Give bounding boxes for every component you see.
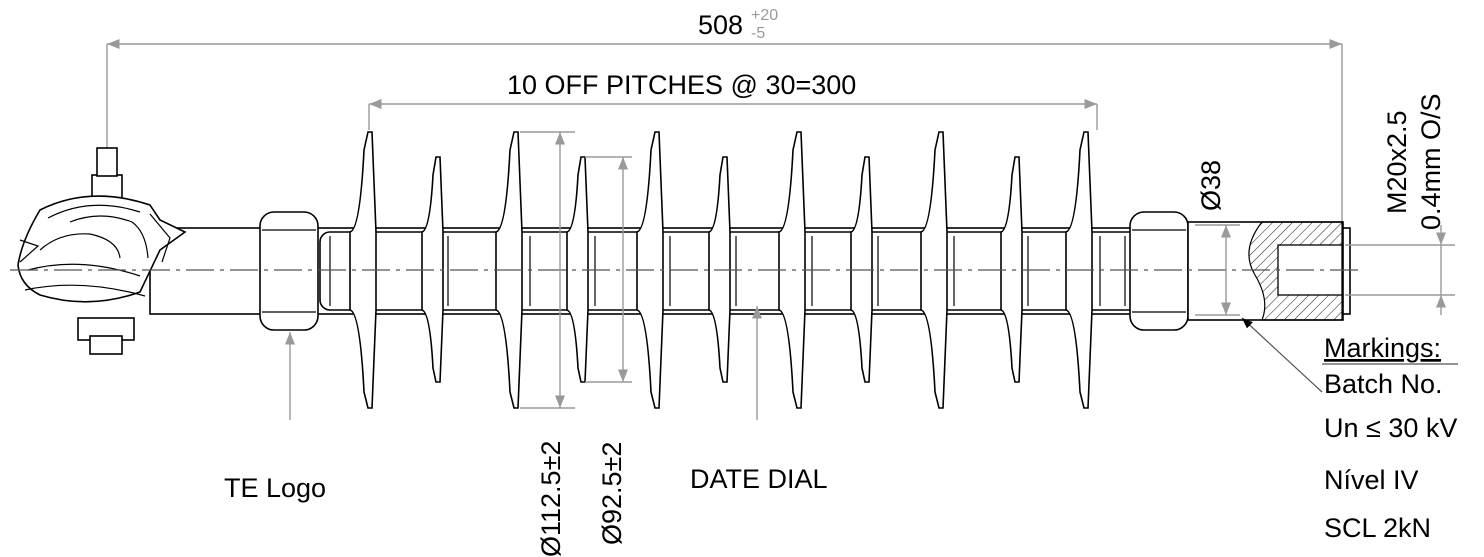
right-end-fitting xyxy=(1187,221,1344,321)
overall-length-dimension: 508 +20 -5 xyxy=(106,7,1343,262)
pitch-dimension: 10 OFF PITCHES @ 30=300 xyxy=(368,70,1098,130)
small-shed-diameter-label: Ø92.5±2 xyxy=(597,442,627,545)
date-dial-callout: DATE DIAL xyxy=(690,306,828,494)
large-shed-diameter-dimension: Ø112.5±2 xyxy=(520,131,575,557)
large-shed-diameter-label: Ø112.5±2 xyxy=(536,441,566,557)
thread-label-line2: 0.4mm O/S xyxy=(1416,93,1446,230)
logo-callout-label: TE Logo xyxy=(224,473,326,503)
rod-diameter-label: Ø38 xyxy=(1196,160,1226,211)
overall-length-upper-tol: +20 xyxy=(751,7,778,24)
marking-line: Batch No. xyxy=(1324,369,1443,399)
logo-callout: TE Logo xyxy=(224,332,326,503)
pitch-note: 10 OFF PITCHES @ 30=300 xyxy=(507,70,856,100)
right-collar xyxy=(1129,211,1189,331)
marking-line: Nível IV xyxy=(1324,465,1419,495)
markings-title: Markings: xyxy=(1324,333,1441,363)
overall-length-lower-tol: -5 xyxy=(751,25,765,42)
rod-diameter-dimension: Ø38 xyxy=(1195,160,1240,316)
marking-line: Un ≤ 30 kV xyxy=(1324,413,1457,443)
left-clamp-fitting xyxy=(17,147,187,355)
markings-leader xyxy=(1241,317,1458,393)
marking-line: SCL 2kN xyxy=(1324,513,1431,543)
overall-length-value: 508 xyxy=(698,10,743,40)
small-shed xyxy=(566,156,589,383)
thread-label-line1: M20x2.5 xyxy=(1382,110,1412,214)
markings-block: Markings: Batch No. Un ≤ 30 kV Nível IV … xyxy=(1324,333,1457,543)
date-dial-callout-label: DATE DIAL xyxy=(690,464,828,494)
thread-dimension: M20x2.5 0.4mm O/S xyxy=(1345,93,1455,315)
small-shed xyxy=(1000,156,1023,383)
left-collar xyxy=(259,211,319,331)
small-shed-diameter-dimension: Ø92.5±2 xyxy=(585,156,632,545)
core-rings xyxy=(329,236,1126,306)
